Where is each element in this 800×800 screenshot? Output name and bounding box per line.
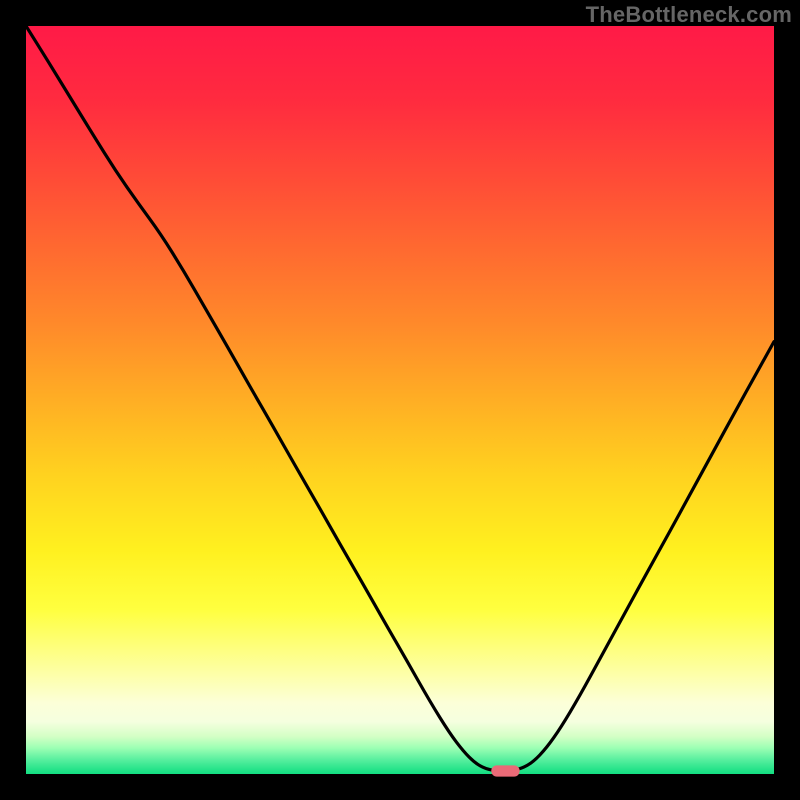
- chart-stage: TheBottleneck.com: [0, 0, 800, 800]
- plot-background: [26, 26, 774, 774]
- optimal-marker: [491, 765, 519, 776]
- watermark-text: TheBottleneck.com: [586, 2, 792, 28]
- bottleneck-chart: [0, 0, 800, 800]
